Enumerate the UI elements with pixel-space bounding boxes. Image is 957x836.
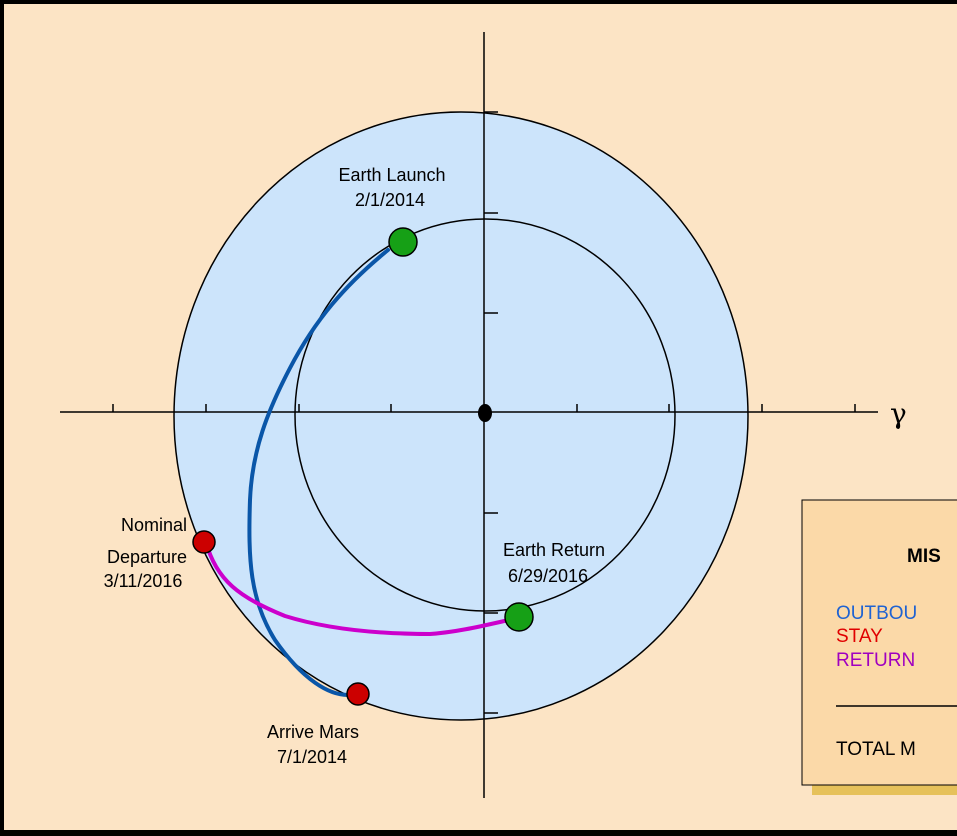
legend-title: MIS	[907, 546, 941, 567]
x-axis-ticks	[112, 404, 856, 412]
event-name: Earth Return	[503, 540, 605, 560]
label-arrive-mars: Arrive Mars 7/1/2014	[267, 722, 359, 767]
legend-total: TOTAL M	[836, 739, 916, 760]
legend-outbound: OUTBOU	[836, 603, 917, 624]
mars-marker-icon	[192, 530, 216, 554]
mars-marker-icon	[346, 682, 370, 706]
legend-stay: STAY	[836, 626, 883, 647]
legend-return: RETURN	[836, 650, 915, 671]
label-earth-launch: Earth Launch 2/1/2014	[338, 165, 445, 210]
x-axis-label: γ	[890, 397, 907, 430]
event-date: 7/1/2014	[277, 747, 347, 767]
mission-legend: MIS OUTBOU STAY RETURN TOTAL M	[801, 499, 957, 795]
legend-box	[801, 499, 957, 786]
earth-marker-icon	[504, 602, 534, 632]
sun-icon	[478, 404, 492, 422]
label-earth-return: Earth Return 6/29/2016	[503, 540, 605, 586]
return-trajectory	[204, 540, 520, 637]
event-name: Earth Launch	[338, 165, 445, 185]
event-date: 2/1/2014	[355, 190, 425, 210]
label-nominal-departure: Nominal Departure 3/11/2016	[104, 515, 187, 591]
event-date: 6/29/2016	[508, 566, 588, 586]
event-name-line1: Nominal	[121, 515, 187, 535]
y-axis-ticks	[484, 111, 498, 714]
outbound-trajectory	[247, 248, 390, 697]
event-name: Arrive Mars	[267, 722, 359, 742]
earth-orbit	[294, 218, 676, 612]
event-name-line2: Departure	[107, 547, 187, 567]
event-date: 3/11/2016	[104, 571, 183, 591]
earth-marker-icon	[388, 227, 418, 257]
